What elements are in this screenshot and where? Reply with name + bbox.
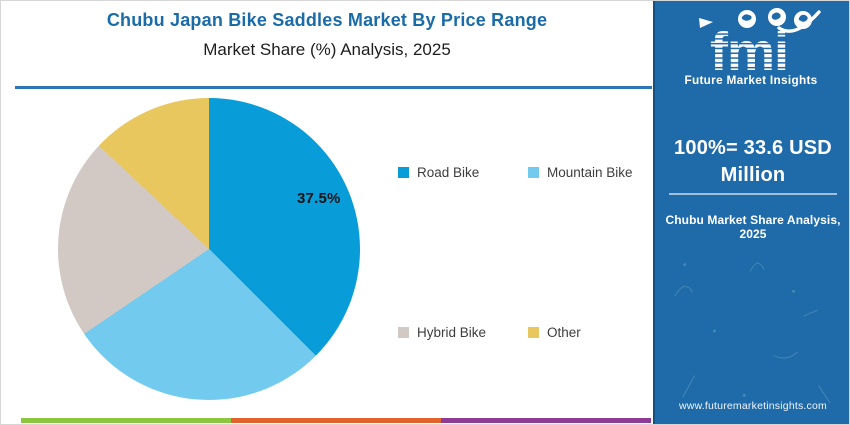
legend-item-road-bike: Road Bike — [398, 164, 480, 180]
title-divider — [15, 86, 652, 89]
market-size-headline: 100%= 33.6 USD Million — [674, 137, 832, 186]
footer-accent-strip — [21, 418, 651, 423]
map-texture — [674, 262, 831, 404]
fmi-monogram: fmi — [710, 22, 788, 82]
logo-swoosh — [777, 10, 821, 33]
pie-chart — [58, 98, 360, 400]
sidebar-divider — [669, 193, 837, 195]
legend-item-other: Other — [528, 324, 581, 340]
legend-swatch-other — [528, 326, 539, 338]
legend-swatch-road-bike — [398, 166, 409, 178]
logo-flag-icon — [699, 18, 713, 28]
strip-segment-green — [21, 418, 231, 423]
chart-title: Chubu Japan Bike Saddles Market By Price… — [106, 10, 548, 30]
sidebar-caption: Chubu Market Share Analysis, 2025 — [665, 213, 841, 241]
chart-panel: Chubu Japan Bike Saddles Market By Price… — [1, 1, 653, 424]
legend-item-hybrid-bike: Hybrid Bike — [398, 324, 487, 340]
strip-segment-orange — [231, 418, 441, 423]
website-link[interactable]: www.futuremarketinsights.com — [679, 400, 827, 412]
logo-tagline: Future Market Insights — [684, 73, 817, 87]
legend-item-mountain-bike: Mountain Bike — [528, 164, 633, 180]
brand-sidebar: fmi Future Market Insights 100%= 33.6 US… — [653, 1, 849, 424]
pie-value-label: 37.5% — [297, 190, 341, 207]
globe-icons — [738, 8, 812, 29]
legend-label: Hybrid Bike — [417, 324, 487, 340]
legend-label: Other — [547, 324, 581, 340]
strip-segment-purple — [441, 418, 651, 423]
chart-subtitle: Market Share (%) Analysis, 2025 — [203, 40, 451, 59]
legend-swatch-hybrid-bike — [398, 326, 409, 338]
legend-label: Mountain Bike — [547, 164, 633, 180]
legend-swatch-mountain-bike — [528, 166, 539, 178]
fmi-logo: fmi Future Market Insights — [684, 8, 821, 87]
legend-label: Road Bike — [417, 164, 480, 180]
